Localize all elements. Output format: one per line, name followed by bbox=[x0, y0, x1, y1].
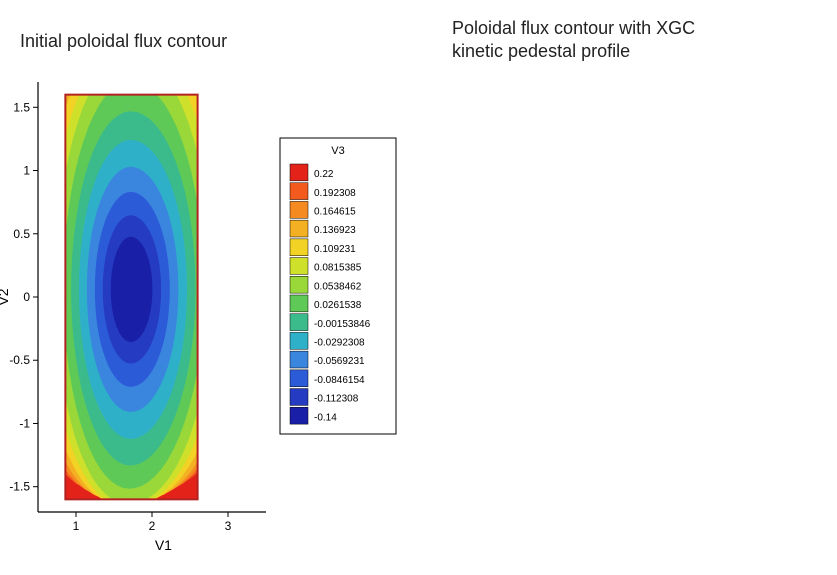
page-root: { "figure_size": { "width": 837, "height… bbox=[0, 0, 837, 575]
title-right: Poloidal flux contour with XGC kinetic p… bbox=[452, 17, 695, 62]
plot-svg-right: 123-1.5-1-0.500.511.5V1V2V30.220.1923080… bbox=[0, 0, 420, 560]
